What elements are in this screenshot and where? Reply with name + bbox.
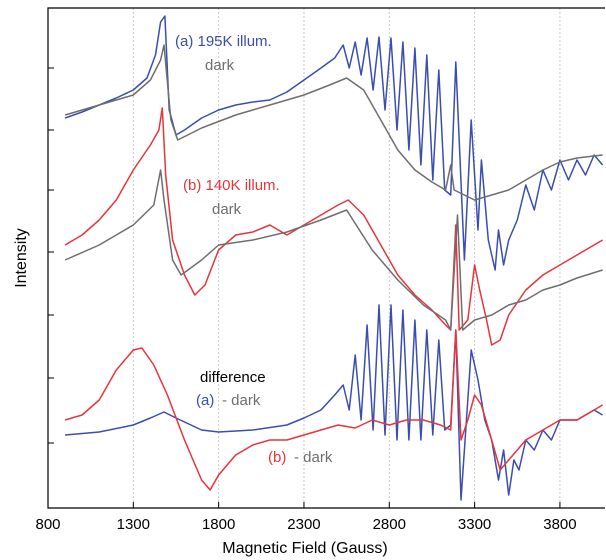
series-label: (a) — [196, 392, 214, 409]
x-axis-label: Magnetic Field (Gauss) — [222, 540, 387, 557]
annotation: - dark — [294, 449, 333, 466]
series-line — [64, 44, 603, 201]
annotation: difference — [200, 369, 266, 386]
series-line — [65, 304, 603, 501]
x-tick-label: 800 — [35, 516, 60, 533]
series-label: (b) — [268, 449, 286, 466]
y-axis-label: Intensity — [13, 228, 30, 288]
series-line — [64, 169, 603, 331]
series-label: dark — [212, 201, 242, 218]
x-tick-label: 2800 — [373, 516, 406, 533]
x-tick-label: 2300 — [287, 516, 320, 533]
series-label: (b) 140K illum. — [183, 177, 280, 194]
x-tick-label: 1800 — [202, 516, 235, 533]
x-tick-label: 3300 — [458, 516, 491, 533]
annotation: - dark — [222, 392, 261, 409]
series-line — [64, 107, 603, 346]
x-tick-label: 1300 — [117, 516, 150, 533]
series-line — [64, 329, 603, 491]
series-label: (a) 195K illum. — [175, 33, 272, 50]
axis-frame — [47, 7, 605, 509]
x-tick-label: 3800 — [543, 516, 576, 533]
series-label: dark — [205, 57, 235, 74]
series-line — [64, 15, 604, 271]
